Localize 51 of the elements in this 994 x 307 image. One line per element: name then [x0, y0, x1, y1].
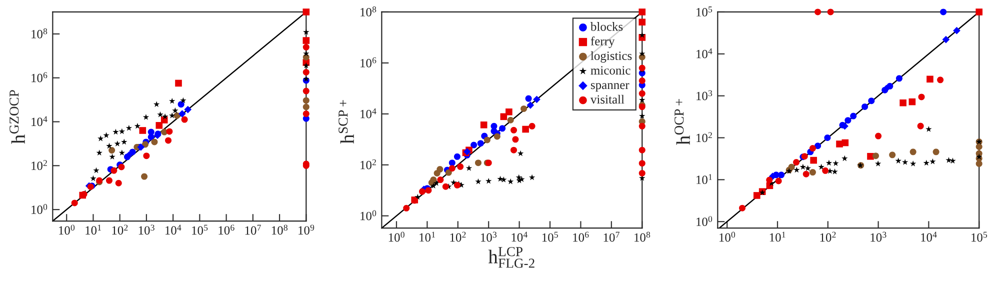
x-tick-label: 10$^{1}$ [770, 232, 786, 242]
legend-label: ferry [590, 36, 615, 48]
x-tick-label: 10$^{3}$ [870, 232, 886, 242]
x-tick-label: 10$^{2}$ [820, 232, 836, 242]
y-tick-label: 10$^{4}$ [360, 108, 376, 118]
legend-label: spanner [590, 83, 630, 92]
y-tick-label: 10$^{0}$ [360, 210, 376, 220]
legend-label: blocks [590, 22, 623, 31]
x-tick-label: 10$^{0}$ [59, 224, 75, 235]
legend-label: miconic [590, 66, 630, 75]
x-tick-label: 10$^{1}$ [420, 232, 435, 242]
x-tick-label: 10$^{6}$ [573, 232, 589, 242]
y-axis-title: h$^{OCP+}$ [674, 99, 690, 145]
x-tick-label: 10$^{4}$ [921, 232, 937, 242]
y-tick-label: 10$^{8}$ [32, 28, 48, 38]
y-tick-label: 10$^{2}$ [696, 132, 712, 142]
legend-label: logistics [590, 51, 632, 63]
y-axis-title: h$^{GZOCP}$ [10, 90, 25, 144]
x-tick-label: 10$^{4}$ [165, 224, 182, 235]
y-tick-label: 10$^{1}$ [696, 174, 712, 184]
x-tick-label: 10$^{5}$ [972, 232, 988, 242]
x-tick-label: 10$^{5}$ [192, 224, 208, 235]
y-tick-label: 10$^{6}$ [360, 57, 376, 68]
x-tick-label: 10$^{0}$ [388, 232, 404, 242]
x-tick-label: 10$^{7}$ [245, 224, 261, 235]
x-tick-label: 10$^{8}$ [272, 224, 288, 235]
x-tick-label: 10$^{1}$ [86, 224, 101, 235]
y-tick-label: 10$^{8}$ [360, 6, 376, 16]
x-tick-label: 10$^{4}$ [512, 232, 528, 242]
x-tick-label: 10$^{9}$ [298, 224, 314, 235]
x-tick-label: 10$^{8}$ [634, 232, 650, 242]
y-tick-label: 10$^{0}$ [696, 216, 712, 226]
y-tick-label: 10$^{4}$ [32, 116, 48, 126]
y-tick-label: 10$^{6}$ [32, 72, 48, 82]
x-axis-title: h$^{LCP}$$_{FLG‐2}$ [488, 247, 534, 268]
x-tick-label: 10$^{3}$ [481, 232, 497, 242]
x-tick-label: 10$^{7}$ [604, 232, 620, 242]
x-tick-label: 10$^{6}$ [218, 224, 234, 235]
x-tick-label: 10$^{3}$ [138, 224, 154, 235]
y-tick-label: 10$^{2}$ [32, 160, 47, 170]
y-axis-title: h$^{SCP+}$ [338, 100, 354, 144]
y-tick-label: 10$^{4}$ [696, 48, 712, 58]
x-tick-label: 10$^{2}$ [112, 224, 128, 235]
legend-label: visitall [590, 94, 624, 104]
x-tick-label: 10$^{5}$ [542, 232, 558, 242]
y-tick-label: 10$^{3}$ [696, 90, 712, 100]
x-tick-label: 10$^{2}$ [450, 232, 466, 242]
y-tick-label: 10$^{2}$ [360, 159, 376, 170]
x-tick-label: 10$^{0}$ [720, 232, 736, 242]
y-tick-label: 10$^{0}$ [32, 204, 48, 214]
y-tick-label: 10$^{5}$ [696, 6, 712, 16]
